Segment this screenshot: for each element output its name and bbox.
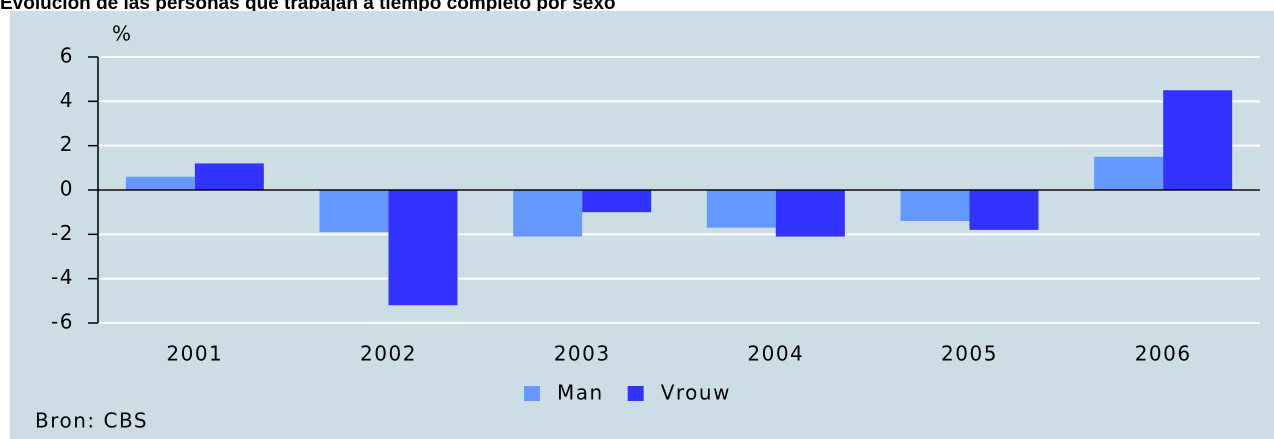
y-tick-label: 2 xyxy=(60,132,74,156)
x-tick-label: 2003 xyxy=(554,342,611,366)
bar xyxy=(319,190,389,233)
y-axis-label: % xyxy=(112,22,133,46)
bar xyxy=(582,190,652,213)
y-tick-label: -6 xyxy=(51,310,74,334)
y-tick-label: 4 xyxy=(60,88,74,112)
bar xyxy=(125,176,195,190)
source-note: Bron: CBS xyxy=(35,409,148,433)
bar xyxy=(388,190,458,306)
y-tick-label: -2 xyxy=(51,221,74,245)
x-tick-label: 2001 xyxy=(166,342,223,366)
x-tick-label: 2006 xyxy=(1135,342,1192,366)
x-tick-label: 2005 xyxy=(941,342,998,366)
chart-panel xyxy=(10,11,1274,439)
legend-label: Vrouw xyxy=(661,381,731,405)
bar xyxy=(1163,90,1233,190)
bar xyxy=(513,190,583,237)
legend-swatch xyxy=(524,386,540,401)
chart-title: Evolución de las personas que trabajan a… xyxy=(0,0,616,14)
legend-swatch xyxy=(627,386,644,401)
y-tick-label: -4 xyxy=(51,265,74,289)
bar xyxy=(706,190,776,228)
x-tick-label: 2002 xyxy=(360,342,417,366)
bar xyxy=(1094,156,1164,190)
bar xyxy=(969,190,1039,230)
legend-label: Man xyxy=(557,381,604,405)
bar xyxy=(775,190,845,237)
x-tick-label: 2004 xyxy=(747,342,804,366)
y-tick-label: 0 xyxy=(60,177,74,201)
bar xyxy=(900,190,970,222)
bar xyxy=(194,163,264,190)
y-tick-label: 6 xyxy=(60,44,74,68)
